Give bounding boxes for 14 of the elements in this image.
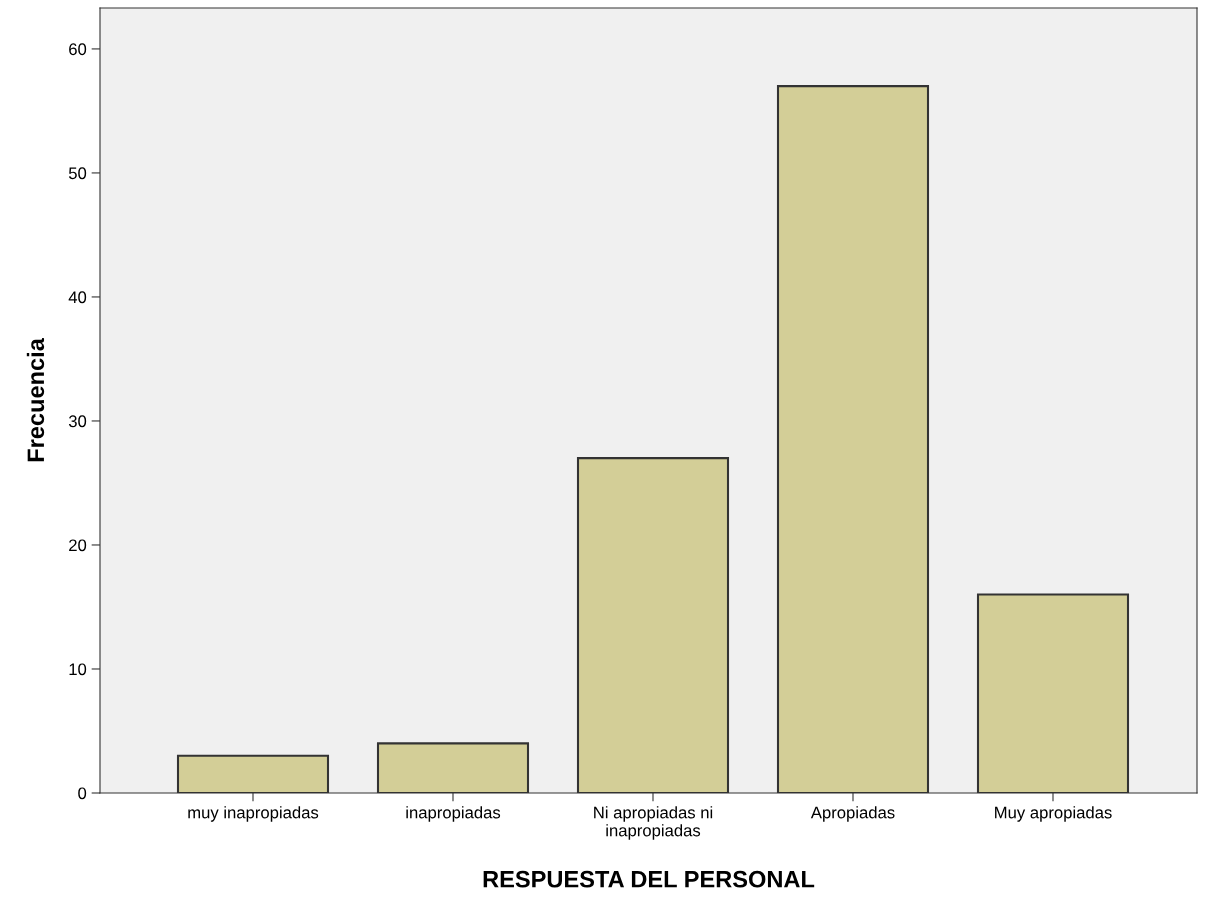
y-axis-title: Frecuencia [26,338,45,462]
y-tick-label: 60 [69,43,87,56]
x-tick-label: Ni apropiadas ni inapropiadas [594,806,713,840]
y-tick-label: 0 [78,787,87,800]
y-tick-label: 20 [69,539,87,552]
x-tick-label: inapropiadas [406,806,501,822]
y-tick-label: 10 [69,663,87,676]
x-axis-title: RESPUESTA DEL PERSONAL [483,870,815,888]
x-tick-label: Apropiadas [810,806,895,822]
x-tick-label: muy inapropiadas [188,806,319,822]
x-tick-label: Muy apropiadas [995,806,1112,822]
y-tick-label: 40 [68,291,87,304]
y-tick-label: 50 [68,167,87,180]
y-tick-label: 30 [68,415,87,428]
